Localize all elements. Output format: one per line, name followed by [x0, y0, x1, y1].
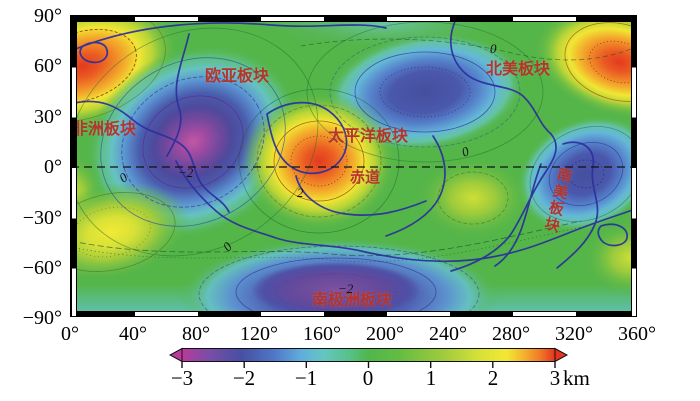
cb-tick-0: 0 — [362, 366, 374, 390]
colorbar-right-arrow — [554, 347, 569, 363]
map-frame-bottom — [71, 311, 636, 316]
y-tick-30: 30° — [34, 106, 62, 128]
corner-green-high — [583, 220, 636, 296]
x-tick-80: 80° — [182, 323, 210, 345]
x-tick-200: 200° — [366, 323, 404, 345]
south-atlantic-low — [516, 115, 636, 233]
x-tick-120: 120° — [240, 323, 278, 345]
label-antarctic-plate: 南极洲板块 — [312, 292, 393, 309]
contour-label-2: 2 — [297, 185, 304, 200]
colorbar — [169, 347, 569, 368]
colorbar-left-arrow — [169, 347, 183, 363]
plate-boundaries — [71, 18, 636, 272]
cb-tick-m3: −3 — [170, 366, 194, 390]
south-america-high — [415, 156, 531, 240]
label-north-american-plate: 北美板块 — [486, 61, 551, 78]
contour-label-m2a: −2 — [178, 165, 194, 180]
map-frame-left — [71, 16, 77, 316]
label-eurasian-plate: 欧亚板块 — [205, 68, 270, 85]
colorbar-ticks — [181, 361, 556, 368]
y-tick-0: 0° — [44, 156, 62, 178]
label-pacific-plate: 太平洋板块 — [328, 128, 409, 145]
label-equator: 赤道 — [350, 170, 381, 186]
y-tick-60: 60° — [34, 55, 62, 77]
cb-tick-m1: −1 — [294, 366, 318, 390]
x-tick-40: 40° — [119, 323, 147, 345]
x-tick-320: 320° — [555, 323, 593, 345]
antarctic-low-core — [251, 262, 421, 316]
cb-tick-m2: −2 — [232, 366, 256, 390]
x-tick-0: 0° — [61, 323, 79, 345]
colorbar-gradient — [181, 348, 556, 362]
y-tick-m60: −60° — [22, 257, 62, 279]
colorbar-unit: km — [563, 366, 590, 390]
cb-tick-3: 3 — [549, 366, 561, 390]
y-tick-90: 90° — [34, 5, 62, 27]
cb-tick-2: 2 — [487, 366, 499, 390]
y-tick-m30: −30° — [22, 207, 62, 229]
x-tick-280: 280° — [492, 323, 530, 345]
pacific-high — [241, 91, 397, 231]
x-tick-160: 160° — [303, 323, 341, 345]
contour-map-canvas — [71, 16, 636, 316]
map-frame-top — [71, 16, 636, 22]
map-frame-right — [631, 16, 636, 316]
label-african-plate: 非洲板块 — [72, 121, 137, 138]
y-tick-m90: −90° — [22, 307, 62, 329]
x-tick-240: 240° — [429, 323, 467, 345]
map-plot: 欧亚板块 非洲板块 太平洋板块 北美板块 南美板块 南极洲板块 赤道 0 −2 … — [70, 15, 637, 317]
contour-label-0c: 0 — [490, 41, 497, 56]
cb-tick-1: 1 — [425, 366, 437, 390]
contour-label-m2b: −2 — [338, 281, 354, 296]
contour-lines — [71, 16, 636, 316]
x-tick-360: 360° — [618, 323, 656, 345]
